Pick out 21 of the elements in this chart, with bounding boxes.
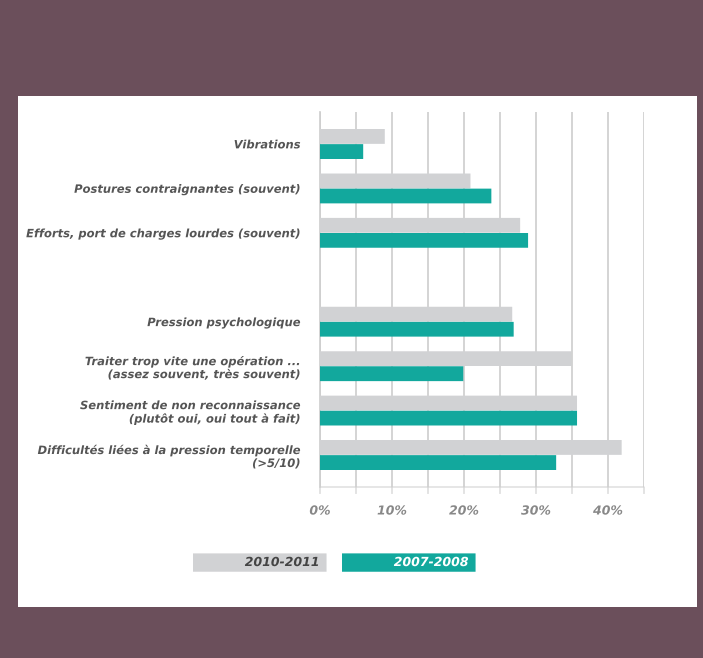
text: 2007-2008 [394, 556, 468, 566]
y-tick-label: Efforts, port de charges lourdes (souvent) [26, 228, 300, 240]
y-tick-label: Pression psychologique [147, 317, 300, 329]
y-tick-label: Sentiment de non reconnaissance (plutôt oui, oui tout à fait) [80, 400, 300, 425]
bar [320, 188, 492, 204]
y-tick-label: Traiter trop vite une opération ... (assez souvent, très souvent) [85, 356, 300, 380]
y-tick-label: Postures contraignantes (souvent) [74, 184, 300, 196]
bar [320, 366, 464, 382]
x-tick-label: 30% [521, 505, 550, 515]
bar [320, 144, 364, 159]
bar [320, 322, 514, 337]
y-tick-label: Difficultés liées à la pression temporelle (>5/10) [38, 444, 300, 468]
y-tick-label: Vibrations [234, 140, 300, 149]
x-tick-label: 40% [593, 505, 622, 515]
x-tick-label: 10% [378, 505, 406, 515]
bar [320, 455, 556, 470]
x-tick-label: 0% [310, 505, 330, 515]
bar [320, 410, 578, 426]
text: 2010-2011 [244, 556, 318, 566]
bar [320, 233, 528, 248]
x-tick-label: 20% [449, 505, 478, 515]
